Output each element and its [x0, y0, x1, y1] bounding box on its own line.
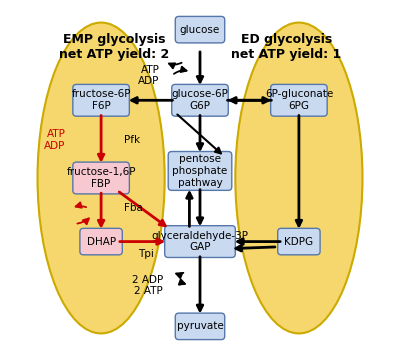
FancyBboxPatch shape [175, 313, 225, 340]
Text: DHAP: DHAP [86, 237, 116, 247]
Text: pyruvate: pyruvate [177, 321, 223, 331]
Text: ATP: ATP [47, 129, 66, 139]
FancyBboxPatch shape [73, 84, 129, 116]
Ellipse shape [38, 22, 165, 334]
FancyBboxPatch shape [278, 228, 320, 255]
Text: ED glycolysis
net ATP yield: 1: ED glycolysis net ATP yield: 1 [231, 33, 341, 61]
Text: 2 ADP: 2 ADP [132, 276, 163, 286]
FancyBboxPatch shape [271, 84, 327, 116]
Text: pentose
phosphate
pathway: pentose phosphate pathway [172, 155, 228, 188]
Text: ADP: ADP [44, 141, 66, 151]
Text: ATP: ATP [140, 65, 159, 75]
Text: 6P-gluconate
6PG: 6P-gluconate 6PG [265, 89, 333, 111]
FancyBboxPatch shape [73, 162, 129, 194]
Text: glucose: glucose [180, 25, 220, 35]
Text: glyceraldehyde-3P
GAP: glyceraldehyde-3P GAP [152, 231, 248, 252]
FancyBboxPatch shape [172, 84, 228, 116]
FancyBboxPatch shape [80, 228, 122, 255]
Text: fructose-1,6P
FBP: fructose-1,6P FBP [66, 167, 136, 189]
Text: Tpi: Tpi [138, 249, 154, 259]
FancyBboxPatch shape [168, 152, 232, 190]
FancyBboxPatch shape [165, 226, 235, 257]
Text: EMP glycolysis
net ATP yield: 2: EMP glycolysis net ATP yield: 2 [59, 33, 169, 61]
Ellipse shape [235, 22, 362, 334]
Text: fructose-6P
F6P: fructose-6P F6P [71, 89, 131, 111]
Text: Fba: Fba [124, 203, 143, 213]
Text: ADP: ADP [138, 76, 159, 86]
Text: Pfk: Pfk [124, 135, 140, 145]
FancyBboxPatch shape [175, 16, 225, 43]
Text: glucose-6P
G6P: glucose-6P G6P [172, 89, 228, 111]
Text: KDPG: KDPG [284, 237, 314, 247]
Text: 2 ATP: 2 ATP [134, 286, 163, 296]
